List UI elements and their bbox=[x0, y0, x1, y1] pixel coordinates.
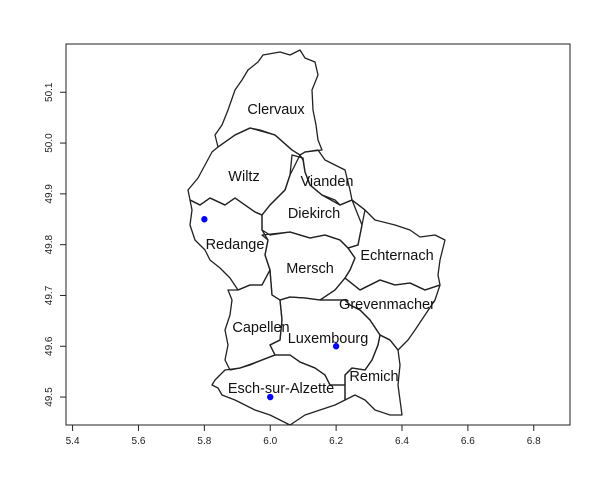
label-redange: Redange bbox=[206, 237, 265, 253]
label-luxembourg: Luxembourg bbox=[288, 331, 369, 347]
label-wiltz: Wiltz bbox=[228, 169, 259, 185]
location-point bbox=[201, 216, 208, 223]
x-tick-label: 6.0 bbox=[263, 436, 277, 447]
label-esch-sur-alzette: Esch-sur-Alzette bbox=[228, 381, 334, 397]
y-tick-label: 49.6 bbox=[44, 336, 55, 356]
y-tick-label: 50.1 bbox=[44, 82, 55, 102]
region-remich bbox=[344, 334, 403, 416]
region-echternach bbox=[344, 199, 446, 291]
location-point bbox=[267, 393, 274, 401]
y-tick-label: 49.9 bbox=[44, 184, 55, 204]
label-remich: Remich bbox=[349, 369, 398, 385]
plot-frame bbox=[65, 43, 571, 426]
label-capellen: Capellen bbox=[232, 320, 289, 336]
label-vianden: Vianden bbox=[301, 174, 354, 190]
x-tick-label: 5.8 bbox=[197, 436, 211, 447]
x-tick-label: 5.6 bbox=[132, 436, 146, 447]
location-point bbox=[332, 343, 340, 350]
region-outlines bbox=[187, 49, 446, 426]
region-esch-sur-alzette bbox=[211, 354, 346, 426]
label-mersch: Mersch bbox=[286, 261, 334, 277]
x-tick-label: 6.6 bbox=[461, 436, 475, 447]
region-labels: Clervaux Wiltz Vianden Diekirch Redange … bbox=[206, 102, 436, 397]
label-diekirch: Diekirch bbox=[288, 206, 340, 222]
y-tick-label: 49.7 bbox=[44, 285, 55, 305]
y-tick-label: 50.0 bbox=[44, 133, 55, 153]
x-tick-label: 5.4 bbox=[66, 436, 80, 447]
x-tick-label: 6.4 bbox=[395, 436, 409, 447]
points bbox=[201, 216, 340, 401]
x-tick-label: 6.2 bbox=[329, 436, 343, 447]
label-grevenmacher: Grevenmacher bbox=[339, 297, 435, 313]
x-tick-label: 6.8 bbox=[527, 436, 541, 447]
y-tick-label: 49.5 bbox=[44, 387, 55, 407]
label-echternach: Echternach bbox=[360, 248, 433, 264]
axes: 5.4 5.6 5.8 6.0 6.2 6.4 6.6 6.8 49.5 49.6 49.7 49.8… bbox=[44, 82, 541, 447]
region-diekirch bbox=[261, 154, 366, 249]
y-tick-label: 49.8 bbox=[44, 234, 55, 254]
label-clervaux: Clervaux bbox=[247, 102, 305, 118]
